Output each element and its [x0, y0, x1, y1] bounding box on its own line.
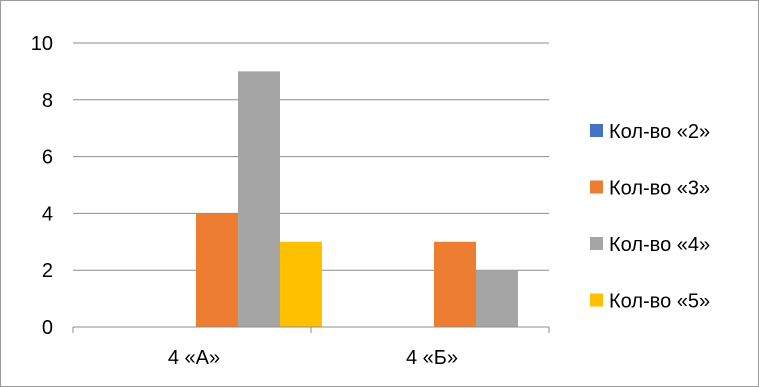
legend-swatch	[590, 293, 603, 307]
bar	[280, 241, 322, 327]
legend-swatch	[590, 180, 603, 194]
y-tick-label: 0	[42, 317, 53, 339]
legend-label: Кол-во «3»	[609, 178, 710, 200]
bar	[238, 71, 280, 328]
y-tick-label: 4	[42, 203, 53, 225]
gridlines	[73, 42, 549, 271]
bar	[434, 241, 476, 327]
y-tick-labels: 0 2 4 6 8 10	[31, 33, 53, 339]
legend: Кол-во «2» Кол-во «3» Кол-во «4» Кол-во «5»	[590, 121, 710, 313]
bar	[196, 213, 238, 327]
bars	[196, 71, 518, 328]
x-tick-labels: 4 «А» 4 «Б»	[168, 347, 458, 369]
y-tick-label: 8	[42, 90, 53, 112]
axes	[72, 326, 550, 333]
legend-label: Кол-во «5»	[609, 291, 710, 313]
y-tick-label: 10	[31, 33, 53, 55]
x-tick-label: 4 «Б»	[406, 347, 458, 369]
legend-swatch	[590, 237, 603, 250]
y-tick-label: 6	[42, 147, 53, 169]
legend-label: Кол-во «4»	[609, 234, 710, 256]
x-tick-label: 4 «А»	[168, 347, 220, 369]
legend-swatch	[590, 124, 603, 137]
legend-label: Кол-во «2»	[609, 121, 710, 143]
y-tick-label: 2	[42, 260, 53, 282]
bar	[476, 270, 518, 327]
